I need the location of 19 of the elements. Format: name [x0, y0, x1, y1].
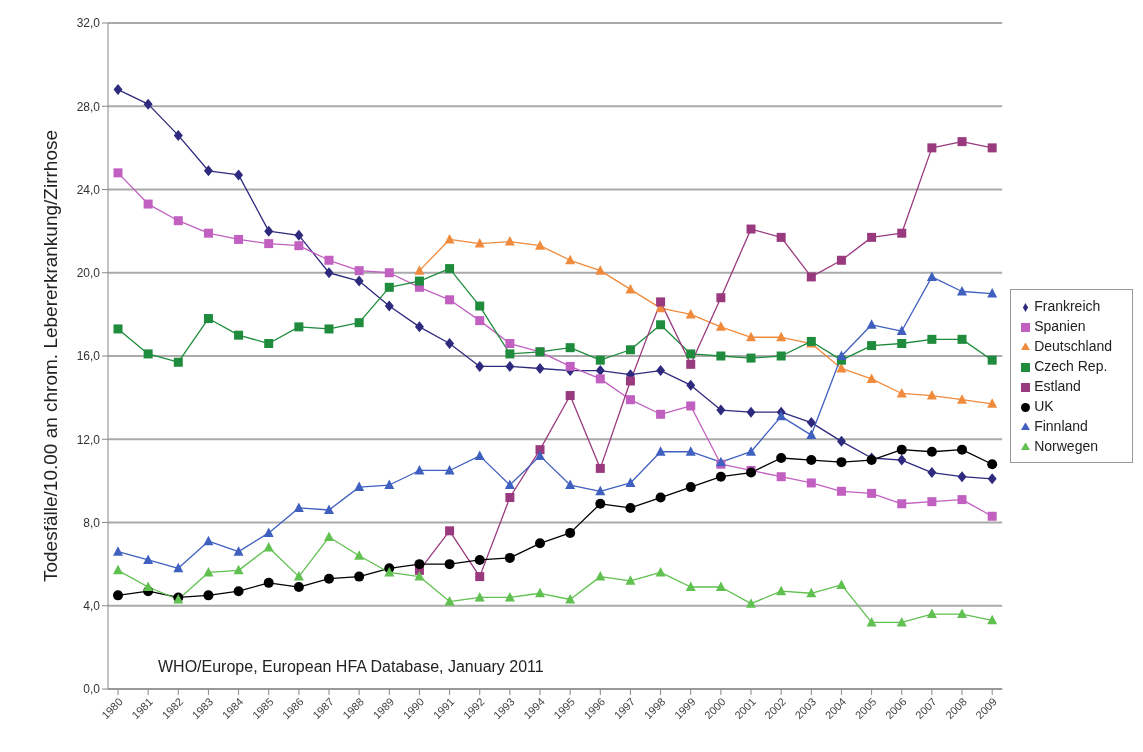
legend-label: Deutschland [1034, 338, 1112, 354]
y-tick-label: 28,0 [76, 99, 101, 114]
y-tick-label: 24,0 [76, 182, 101, 197]
y-tick-label: 20,0 [76, 266, 101, 281]
legend-label: Czech Rep. [1034, 358, 1108, 374]
y-tick-label: 4,0 [83, 599, 101, 614]
legend-label: Estland [1034, 378, 1081, 394]
legend-label: UK [1034, 398, 1054, 414]
legend-label: Finnland [1034, 418, 1088, 434]
legend-label: Norwegen [1034, 438, 1098, 454]
y-tick-label: 8,0 [83, 515, 101, 530]
y-tick-label: 32,0 [76, 16, 101, 31]
y-tick-label: 12,0 [76, 432, 101, 447]
annotation: WHO/Europe, European HFA Database, January 2011 [158, 658, 544, 676]
y-tick-label: 0,0 [83, 682, 101, 697]
legend-label: Frankreich [1034, 298, 1101, 314]
legend-label: Spanien [1034, 318, 1086, 334]
y-tick-label: 16,0 [76, 349, 101, 364]
y-axis-title: Todesfälle/10.00 an chrom. Lebererkrankung/Zirrhose [40, 129, 62, 583]
